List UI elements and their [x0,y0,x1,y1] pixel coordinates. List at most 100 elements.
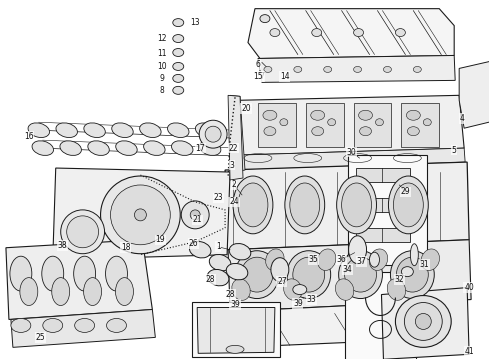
Text: 9: 9 [160,74,165,83]
Ellipse shape [369,252,379,267]
Text: 32: 32 [394,275,404,284]
Ellipse shape [396,257,428,292]
Bar [306,103,343,147]
Text: 38: 38 [58,241,68,250]
Text: 34: 34 [343,265,352,274]
Text: 8: 8 [160,86,165,95]
Ellipse shape [116,278,133,306]
Text: 23: 23 [213,193,223,202]
Ellipse shape [324,67,332,72]
Text: 25: 25 [36,333,46,342]
Ellipse shape [263,110,277,120]
Ellipse shape [287,251,331,298]
Ellipse shape [52,278,70,306]
Ellipse shape [196,123,217,138]
Ellipse shape [387,279,406,300]
Ellipse shape [260,15,270,23]
Ellipse shape [42,256,64,291]
Ellipse shape [407,127,419,136]
Ellipse shape [270,28,280,37]
Ellipse shape [181,201,209,229]
Text: 15: 15 [253,72,263,81]
Ellipse shape [10,256,32,291]
Ellipse shape [344,257,376,292]
Ellipse shape [173,19,184,27]
Ellipse shape [172,141,193,156]
Text: 1: 1 [216,242,220,251]
Ellipse shape [134,209,147,221]
Text: 26: 26 [188,239,198,248]
Text: 17: 17 [196,144,205,153]
Text: 18: 18 [121,243,130,252]
Ellipse shape [284,279,302,300]
Ellipse shape [337,176,376,234]
Text: 14: 14 [280,72,290,81]
Text: 37: 37 [357,257,367,266]
Ellipse shape [293,257,325,292]
Ellipse shape [238,183,268,227]
Ellipse shape [384,67,392,72]
Polygon shape [197,307,275,353]
Text: 21: 21 [193,215,202,224]
Text: 28: 28 [205,275,215,284]
Polygon shape [232,300,467,347]
Polygon shape [258,55,455,82]
Ellipse shape [395,28,405,37]
Ellipse shape [100,176,180,254]
Ellipse shape [354,67,362,72]
Text: 16: 16 [24,132,34,141]
Ellipse shape [173,75,184,82]
Text: 39: 39 [230,300,240,309]
Ellipse shape [318,249,336,270]
Ellipse shape [348,236,367,264]
Ellipse shape [375,119,384,126]
Bar [356,198,410,212]
Ellipse shape [173,86,184,94]
Ellipse shape [312,28,322,37]
Polygon shape [248,9,454,58]
Ellipse shape [207,269,229,286]
Ellipse shape [106,319,126,332]
Ellipse shape [84,123,105,138]
Text: 40: 40 [464,283,474,292]
Ellipse shape [271,258,289,282]
Text: 11: 11 [158,49,167,58]
Ellipse shape [74,256,96,291]
Ellipse shape [229,243,251,260]
Polygon shape [228,95,243,180]
Ellipse shape [264,127,276,136]
Text: 6: 6 [255,60,260,69]
Ellipse shape [32,141,53,156]
Ellipse shape [232,279,250,300]
Ellipse shape [105,256,127,291]
Bar [356,228,410,242]
Ellipse shape [266,249,284,270]
Ellipse shape [294,67,302,72]
Ellipse shape [339,251,383,298]
Ellipse shape [423,119,431,126]
Ellipse shape [205,126,221,142]
Ellipse shape [241,257,273,292]
Text: 36: 36 [337,255,346,264]
Ellipse shape [342,183,371,227]
Polygon shape [6,240,152,319]
Ellipse shape [173,62,184,71]
Ellipse shape [190,210,200,220]
Ellipse shape [67,216,98,248]
Bar [192,302,280,357]
Ellipse shape [56,123,77,138]
Ellipse shape [74,319,95,332]
Text: 4: 4 [460,114,465,123]
Ellipse shape [404,302,442,340]
Ellipse shape [401,267,414,276]
Bar [354,103,392,147]
Ellipse shape [391,251,434,298]
Ellipse shape [389,176,428,234]
Text: 5: 5 [452,145,457,154]
Text: 19: 19 [155,235,165,244]
Text: 13: 13 [191,18,200,27]
Text: 3: 3 [230,161,235,170]
Text: 31: 31 [419,260,429,269]
Ellipse shape [421,249,440,270]
Ellipse shape [28,123,49,138]
